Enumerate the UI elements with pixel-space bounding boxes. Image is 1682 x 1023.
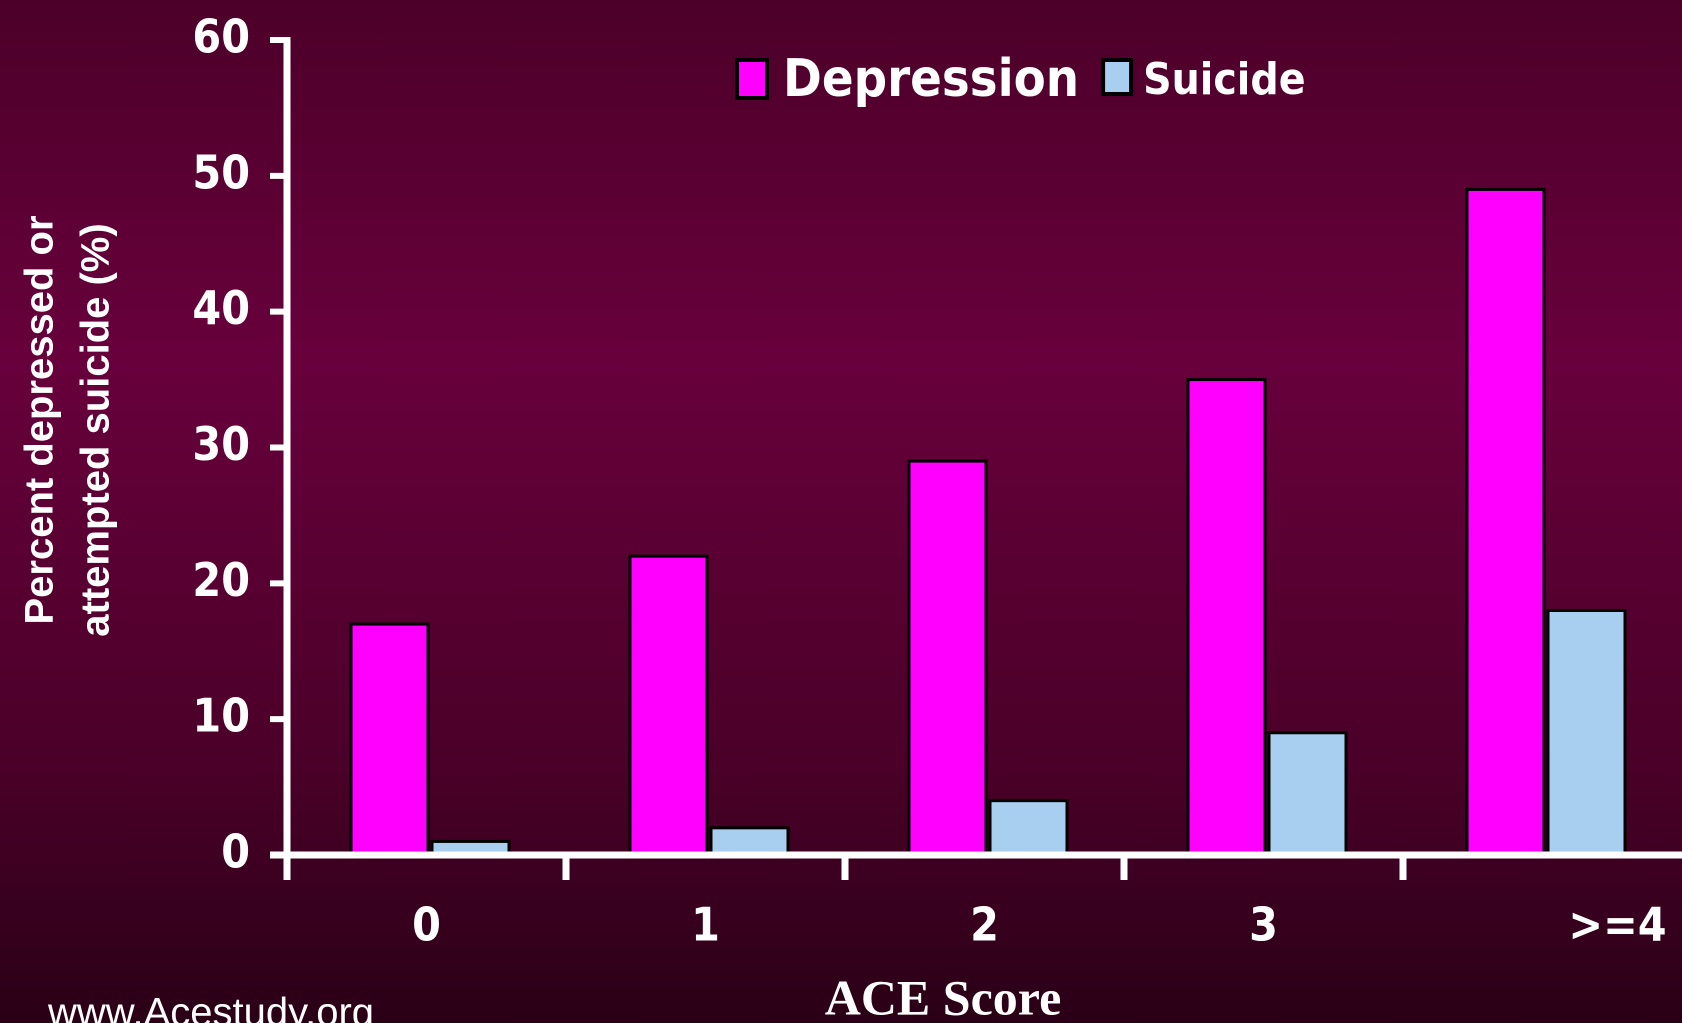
bar — [709, 826, 790, 857]
bar — [349, 622, 430, 857]
y-axis-label: Percent depressed or — [18, 215, 62, 624]
bar — [988, 799, 1069, 857]
x-tick-label: 3 — [1249, 898, 1278, 952]
legend-label: Suicide — [1143, 54, 1305, 105]
source: www.Acestudy.org — [47, 991, 374, 1023]
legend-swatch — [1101, 58, 1134, 96]
bar — [628, 554, 709, 857]
bar — [1267, 731, 1348, 857]
x-tick-label: 1 — [691, 898, 720, 952]
legend-label: Depression — [783, 49, 1079, 109]
y-tick-label: 10 — [192, 689, 250, 743]
x-axis-label: ACE Score — [825, 969, 1062, 1023]
bar — [1186, 378, 1267, 857]
bar — [907, 459, 988, 857]
y-tick-label: 60 — [192, 10, 250, 64]
y-tick-label: 20 — [192, 553, 250, 607]
y-tick-label: 0 — [221, 825, 250, 879]
y-tick-label: 40 — [192, 281, 250, 335]
y-tick-label: 50 — [192, 145, 250, 199]
x-tick-label: >=4 — [1568, 898, 1666, 952]
bar — [1546, 609, 1627, 857]
x-tick-label: 0 — [412, 898, 441, 952]
legend-swatch — [735, 58, 769, 100]
y-tick-label: 30 — [192, 417, 250, 471]
x-tick-label: 2 — [970, 898, 999, 952]
bar — [1465, 187, 1546, 857]
y-axis-label: attempted suicide (%) — [74, 223, 118, 636]
